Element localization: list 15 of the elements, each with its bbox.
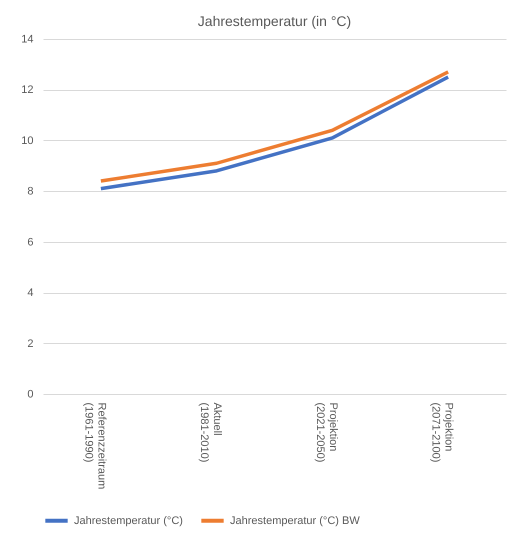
y-tick-label: 8 <box>27 186 34 198</box>
y-tick-label: 12 <box>21 84 34 96</box>
legend-label: Jahrestemperatur (°C) <box>74 514 183 527</box>
y-tick-label: 0 <box>27 388 34 400</box>
y-tick-label: 10 <box>21 134 34 147</box>
y-tick-label: 4 <box>27 287 34 300</box>
x-tick-label: Referenzzeitraum (1961-1990) <box>82 402 108 490</box>
y-tick-label: 6 <box>27 236 34 248</box>
y-tick-label: 2 <box>27 338 34 350</box>
chart-title: Jahrestemperatur (in °C) <box>198 13 352 29</box>
x-tick-label: Aktuell (1981-2010) <box>198 402 224 462</box>
y-tick-label: 14 <box>21 34 34 46</box>
legend-label: Jahrestemperatur (°C) BW <box>230 514 360 527</box>
x-tick-label: Projektion (2071-2100) <box>430 402 455 462</box>
x-tick-label: Projektion (2021-2050) <box>314 402 339 462</box>
